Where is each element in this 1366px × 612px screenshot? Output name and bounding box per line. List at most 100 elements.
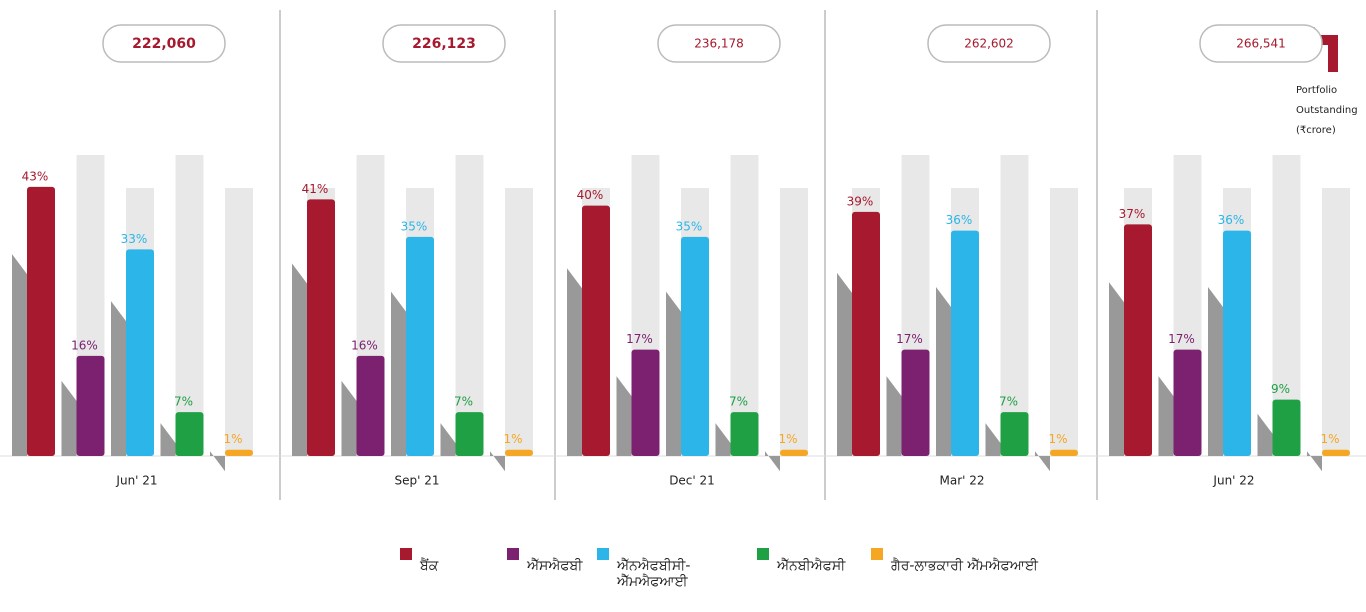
legend-item: ਬੈਂਕ bbox=[400, 548, 507, 590]
data-label: 7% bbox=[999, 395, 1018, 409]
bar bbox=[1173, 349, 1202, 456]
x-tick-label: Jun' 22 bbox=[1212, 474, 1254, 488]
data-label: 35% bbox=[401, 219, 428, 233]
data-label: 17% bbox=[626, 332, 653, 346]
bar-shadow bbox=[210, 451, 225, 472]
bar-shadow bbox=[666, 291, 681, 456]
bar bbox=[27, 186, 55, 456]
bar bbox=[1322, 449, 1350, 456]
bar bbox=[406, 236, 434, 456]
data-label: 1% bbox=[503, 432, 522, 446]
bg-column bbox=[1322, 188, 1350, 456]
data-label: 16% bbox=[351, 338, 378, 352]
legend-item: ਐੱਨਬੀਐਫਸੀ bbox=[757, 548, 871, 590]
bar-shadow bbox=[1158, 376, 1174, 456]
bar bbox=[505, 449, 533, 456]
bar bbox=[1050, 449, 1078, 456]
bar-shadow bbox=[341, 380, 357, 456]
bg-column bbox=[225, 188, 253, 456]
bar-shadow bbox=[715, 423, 731, 456]
bar-shadow bbox=[391, 291, 406, 456]
bg-column bbox=[1000, 155, 1029, 456]
total-label: 262,602 bbox=[964, 37, 1014, 51]
bar-shadow bbox=[1035, 451, 1050, 472]
data-label: 1% bbox=[1320, 432, 1339, 446]
x-tick-label: Dec' 21 bbox=[669, 474, 715, 488]
legend-item: ਐੱਸਐਫਬੀ bbox=[507, 548, 597, 590]
bar-shadow bbox=[1109, 282, 1124, 456]
bar bbox=[356, 355, 385, 456]
legend-label: ਗੈਰ-ਲਾਭਕਾਰੀ ਐੱਮਐਫਆਈ bbox=[891, 558, 1038, 574]
bar-shadow bbox=[1307, 451, 1322, 472]
total-pill bbox=[927, 24, 1051, 63]
legend-label: ਐੱਨਐਫਬੀਸੀ-ਐੱਮਐਫਆਈ bbox=[617, 558, 691, 590]
bar-shadow bbox=[985, 423, 1001, 456]
data-label: 7% bbox=[729, 395, 748, 409]
bar bbox=[852, 211, 880, 456]
bar bbox=[681, 236, 709, 456]
bg-column bbox=[455, 155, 484, 456]
bar-shadow bbox=[1208, 286, 1223, 456]
bar-shadow bbox=[160, 423, 176, 456]
data-label: 43% bbox=[22, 169, 49, 183]
data-label: 40% bbox=[577, 188, 604, 202]
bar-shadow bbox=[490, 451, 505, 472]
bar-shadow bbox=[12, 254, 27, 456]
bar bbox=[730, 412, 759, 456]
data-label: 36% bbox=[1218, 213, 1245, 227]
data-label: 1% bbox=[223, 432, 242, 446]
data-label: 17% bbox=[896, 332, 923, 346]
total-label: 222,060 bbox=[132, 36, 196, 52]
bg-column bbox=[1050, 188, 1078, 456]
bar-shadow bbox=[837, 272, 852, 456]
bar bbox=[1272, 399, 1301, 456]
bar bbox=[780, 449, 808, 456]
bar bbox=[901, 349, 930, 456]
data-label: 33% bbox=[121, 232, 148, 246]
data-label: 1% bbox=[778, 432, 797, 446]
total-label: 226,123 bbox=[412, 36, 476, 52]
bar-shadow bbox=[616, 376, 632, 456]
bar bbox=[1223, 230, 1251, 456]
total-label: 266,541 bbox=[1236, 37, 1286, 51]
bg-column bbox=[175, 155, 204, 456]
legend-label: ਬੈਂਕ bbox=[420, 558, 439, 574]
bar-shadow bbox=[765, 451, 780, 472]
legend-item: ਗੈਰ-ਲਾਭਕਾਰੀ ਐੱਮਐਫਆਈ bbox=[871, 548, 1101, 590]
bar bbox=[307, 199, 335, 456]
data-label: 16% bbox=[71, 338, 98, 352]
data-label: 41% bbox=[302, 182, 329, 196]
bg-column bbox=[505, 188, 533, 456]
x-tick-label: Sep' 21 bbox=[395, 474, 440, 488]
legend-swatch bbox=[597, 548, 609, 560]
bar bbox=[1000, 412, 1029, 456]
data-label: 39% bbox=[847, 194, 874, 208]
bar-shadow bbox=[567, 268, 582, 456]
data-label: 36% bbox=[946, 213, 973, 227]
bar bbox=[582, 205, 610, 456]
bar bbox=[455, 412, 484, 456]
data-label: 35% bbox=[676, 219, 703, 233]
bar bbox=[225, 449, 253, 456]
data-label: 37% bbox=[1119, 207, 1146, 221]
x-tick-label: Jun' 21 bbox=[115, 474, 157, 488]
bar bbox=[76, 355, 105, 456]
legend-swatch bbox=[507, 548, 519, 560]
total-pill bbox=[382, 24, 506, 63]
bar bbox=[1124, 224, 1152, 456]
data-label: 7% bbox=[174, 395, 193, 409]
legend-item: ਐੱਨਐਫਬੀਸੀ-ਐੱਮਐਫਆਈ bbox=[597, 548, 757, 590]
total-pill bbox=[657, 24, 781, 63]
total-pill bbox=[1199, 24, 1323, 63]
bar bbox=[126, 249, 154, 456]
legend-swatch bbox=[871, 548, 883, 560]
x-tick-label: Mar' 22 bbox=[939, 474, 984, 488]
total-label: 236,178 bbox=[694, 37, 744, 51]
total-pill bbox=[102, 24, 226, 63]
bg-column bbox=[730, 155, 759, 456]
data-label: 17% bbox=[1168, 332, 1195, 346]
legend-swatch bbox=[400, 548, 412, 560]
bar-shadow bbox=[440, 423, 456, 456]
